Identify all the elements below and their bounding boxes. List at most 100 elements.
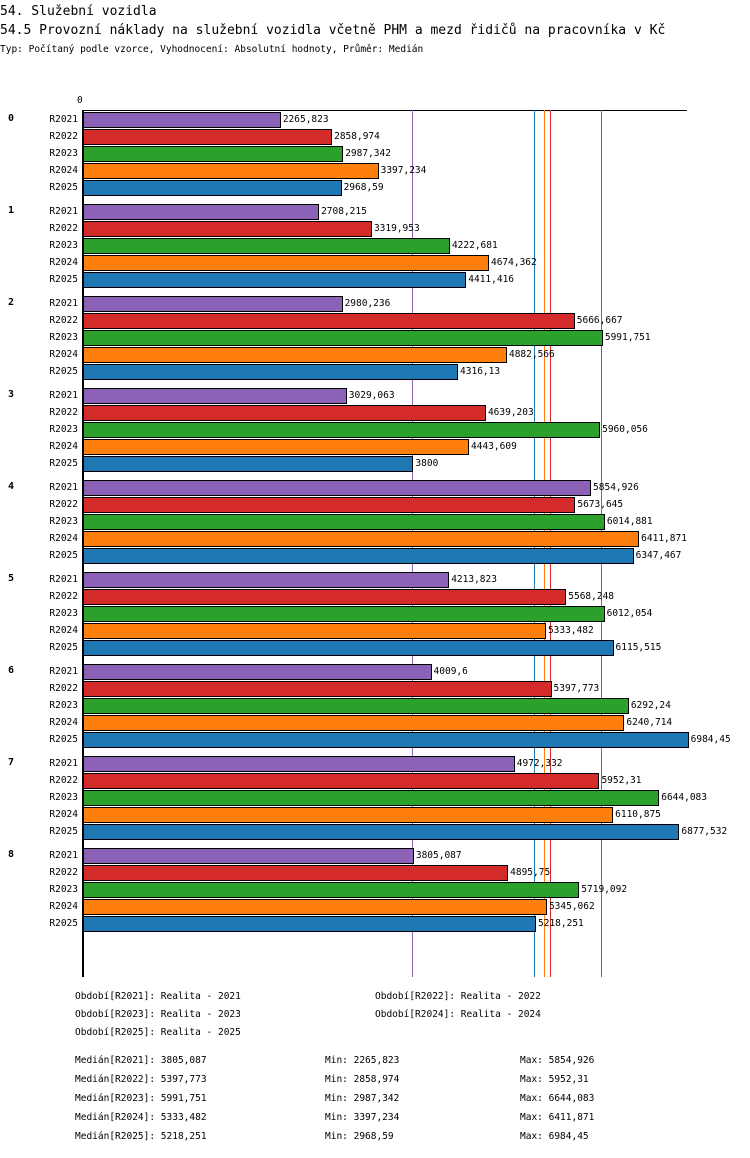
bar-value-label: 6115,515 <box>615 642 662 653</box>
bar-value-label: 4972,332 <box>516 758 563 769</box>
bar[interactable] <box>83 146 344 162</box>
bar-value-label: 5673,645 <box>577 499 624 510</box>
bar[interactable] <box>83 221 372 237</box>
bar[interactable] <box>83 664 432 680</box>
legend-entry: Období[R2022]: Realita - 2022 <box>375 991 541 1002</box>
bar-row: R2021 4009,6 <box>0 663 750 680</box>
bar-row: R2021 4213,823 <box>0 571 750 588</box>
max-value: Max: 5854,926 <box>520 1055 595 1066</box>
max-value: Max: 6411,871 <box>520 1112 595 1123</box>
series-label-r2025: R2025 <box>49 274 78 285</box>
bar[interactable] <box>83 272 467 288</box>
bar[interactable] <box>83 422 601 438</box>
bar[interactable] <box>83 313 575 329</box>
statistics-row: Medián[R2023]: 5991,751 Min: 2987,342 Max:… <box>0 1089 750 1108</box>
bar[interactable] <box>83 388 347 404</box>
bar[interactable] <box>83 330 603 346</box>
bar[interactable] <box>83 640 614 656</box>
bar[interactable] <box>83 405 486 421</box>
series-label-r2021: R2021 <box>49 206 78 217</box>
series-label-r2021: R2021 <box>49 666 78 677</box>
bar-value-label: 5568,248 <box>568 591 615 602</box>
bar-value-label: 4674,362 <box>490 257 537 268</box>
series-label-r2024: R2024 <box>49 257 78 268</box>
bar[interactable] <box>83 698 629 714</box>
title-block: 54. Služební vozidla 54.5 Provozní nákla… <box>0 2 750 57</box>
bar[interactable] <box>83 589 567 605</box>
min-value: Min: 2265,823 <box>325 1055 400 1066</box>
bar[interactable] <box>83 531 640 547</box>
bar[interactable] <box>83 238 450 254</box>
bar-row: R2022 4639,203 <box>0 404 750 421</box>
bar[interactable] <box>83 623 546 639</box>
bar[interactable] <box>83 715 625 731</box>
series-label-r2022: R2022 <box>49 591 78 602</box>
bar[interactable] <box>83 480 592 496</box>
group-index-label: 1 <box>8 205 15 216</box>
bar[interactable] <box>83 807 614 823</box>
chart-note: Typ: Počítaný podle vzorce, Vyhodnocení:… <box>0 44 424 55</box>
bar[interactable] <box>83 497 576 513</box>
bar-value-label: 6347,467 <box>635 550 682 561</box>
bar-value-label: 6240,714 <box>626 717 673 728</box>
bar[interactable] <box>83 732 689 748</box>
bar-row: R2024 4674,362 <box>0 254 750 271</box>
series-label-r2022: R2022 <box>49 775 78 786</box>
bar-row: R2021 2708,215 <box>0 203 750 220</box>
bar[interactable] <box>83 129 333 145</box>
bar[interactable] <box>83 773 600 789</box>
bar[interactable] <box>83 163 379 179</box>
bar[interactable] <box>83 456 414 472</box>
bar[interactable] <box>83 255 489 271</box>
bar[interactable] <box>83 204 320 220</box>
bar-value-label: 5666,667 <box>576 315 623 326</box>
bar[interactable] <box>83 112 281 128</box>
bar-value-label: 6292,24 <box>630 700 671 711</box>
bar-row: R2023 6014,881 <box>0 513 750 530</box>
series-label-r2023: R2023 <box>49 240 78 251</box>
series-label-r2022: R2022 <box>49 683 78 694</box>
bar-row: R2023 5991,751 <box>0 329 750 346</box>
bar[interactable] <box>83 790 660 806</box>
bar-value-label: 6877,532 <box>681 826 728 837</box>
bar-value-label: 2858,974 <box>334 131 380 142</box>
median-value: Medián[R2025]: 5218,251 <box>75 1131 207 1142</box>
series-label-r2023: R2023 <box>49 332 78 343</box>
bar-row: R2025 2968,59 <box>0 179 750 196</box>
bar[interactable] <box>83 824 680 840</box>
bar[interactable] <box>83 572 450 588</box>
bar[interactable] <box>83 347 507 363</box>
bar[interactable] <box>83 439 470 455</box>
bar[interactable] <box>83 180 342 196</box>
bar-value-label: 6644,083 <box>661 792 707 803</box>
series-label-r2025: R2025 <box>49 182 78 193</box>
bar[interactable] <box>83 848 414 864</box>
bar[interactable] <box>83 899 547 915</box>
bar-value-label: 6411,871 <box>641 533 687 544</box>
bar-value-label: 2265,823 <box>282 114 329 125</box>
bar-row: R2024 5345,062 <box>0 898 750 915</box>
bar[interactable] <box>83 548 634 564</box>
series-label-r2021: R2021 <box>49 574 78 585</box>
bar[interactable] <box>83 606 605 622</box>
bar[interactable] <box>83 681 552 697</box>
bar[interactable] <box>83 296 343 312</box>
bar-row: R2021 3029,063 <box>0 387 750 404</box>
bar[interactable] <box>83 882 580 898</box>
median-value: Medián[R2023]: 5991,751 <box>75 1093 207 1104</box>
bar-value-label: 4411,416 <box>468 274 515 285</box>
bar-row: R2022 5666,667 <box>0 312 750 329</box>
bar[interactable] <box>83 756 515 772</box>
bar[interactable] <box>83 364 459 380</box>
series-label-r2021: R2021 <box>49 390 78 401</box>
bar-row: R2021 3805,087 <box>0 847 750 864</box>
bar-value-label: 5333,482 <box>547 625 594 636</box>
bar-row: R2024 6240,714 <box>0 714 750 731</box>
bar[interactable] <box>83 514 605 530</box>
bar[interactable] <box>83 865 509 881</box>
page-title: 54. Služební vozidla <box>0 4 157 19</box>
bar-row: R2025 6347,467 <box>0 547 750 564</box>
bar-value-label: 5952,31 <box>601 775 642 786</box>
bar-group: 2 R2021 2980,236 R2022 5666,667 R2023 5991,751… <box>0 295 750 380</box>
bar[interactable] <box>83 916 536 932</box>
